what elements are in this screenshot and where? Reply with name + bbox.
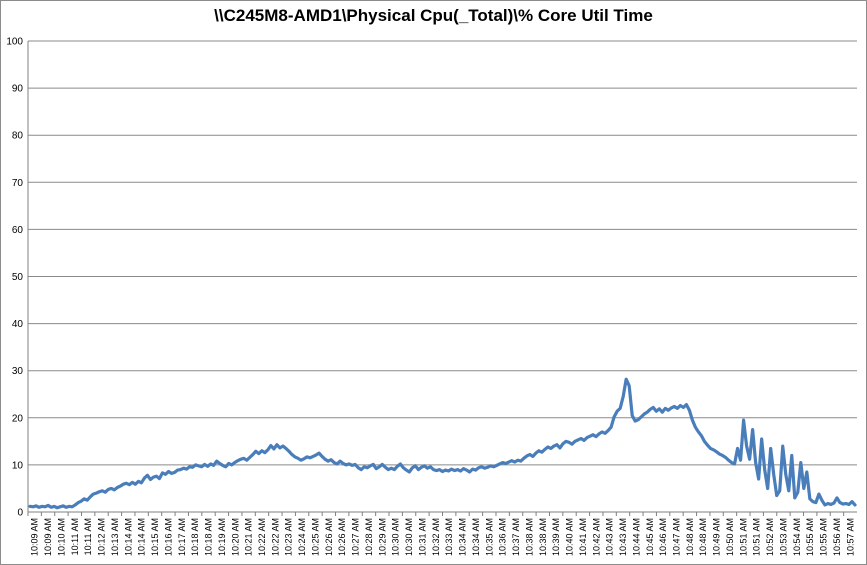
y-tick-label: 40 (12, 319, 24, 330)
x-tick-label: 10:34 AM (471, 518, 481, 556)
x-tick-label: 10:22 AM (257, 518, 267, 556)
y-tick-label: 30 (12, 366, 24, 377)
x-tick-label: 10:12 AM (97, 518, 107, 556)
x-tick-label: 10:45 AM (645, 518, 655, 556)
x-tick-label: 10:32 AM (431, 518, 441, 556)
x-tick-label: 10:52 AM (765, 518, 775, 556)
x-tick-label: 10:18 AM (190, 518, 200, 556)
x-tick-label: 10:26 AM (324, 518, 334, 556)
x-tick-label: 10:23 AM (284, 518, 294, 556)
y-tick-label: 60 (12, 225, 24, 236)
x-tick-label: 10:42 AM (591, 518, 601, 556)
y-axis-ticks: 0 10 20 30 40 50 60 70 80 90 100 (6, 37, 23, 519)
series-layer (28, 377, 857, 510)
x-tick-label: 10:50 AM (725, 518, 735, 556)
x-tick-label: 10:14 AM (137, 518, 147, 556)
x-tick-label: 10:51 AM (738, 518, 748, 556)
x-tick-label: 10:56 AM (832, 518, 842, 556)
x-tick-label: 10:20 AM (230, 518, 240, 556)
y-tick-label: 80 (12, 131, 24, 142)
x-tick-label: 10:53 AM (778, 518, 788, 556)
x-tick-label: 10:43 AM (618, 518, 628, 556)
y-tick-label: 70 (12, 178, 24, 189)
x-tick-label: 10:16 AM (163, 518, 173, 556)
y-tick-label: 0 (17, 508, 23, 519)
x-tick-label: 10:55 AM (805, 518, 815, 556)
x-tick-label: 10:18 AM (204, 518, 214, 556)
x-tick-label: 10:09 AM (43, 518, 53, 556)
x-tick-label: 10:43 AM (605, 518, 615, 556)
x-tick-label: 10:40 AM (565, 518, 575, 556)
x-tick-label: 10:34 AM (458, 518, 468, 556)
x-tick-label: 10:33 AM (444, 518, 454, 556)
x-tick-label: 10:26 AM (337, 518, 347, 556)
x-tick-label: 10:15 AM (150, 518, 160, 556)
x-tick-label: 10:22 AM (270, 518, 280, 556)
x-tick-label: 10:55 AM (819, 518, 829, 556)
x-tick-label: 10:35 AM (484, 518, 494, 556)
x-tick-label: 10:17 AM (177, 518, 187, 556)
x-tick-label: 10:30 AM (391, 518, 401, 556)
gridlines (28, 40, 857, 466)
x-tick-label: 10:38 AM (524, 518, 534, 556)
x-tick-label: 10:31 AM (417, 518, 427, 556)
x-tick-label: 10:39 AM (551, 518, 561, 556)
x-tick-label: 10:11 AM (83, 518, 93, 555)
y-tick-label: 100 (6, 37, 23, 48)
x-tick-label: 10:36 AM (498, 518, 508, 556)
x-tick-label: 10:30 AM (404, 518, 414, 556)
x-tick-label: 10:57 AM (845, 518, 855, 556)
x-tick-label: 10:44 AM (631, 518, 641, 556)
x-axis-ticks: 10:09 AM 10:09 AM 10:10 AM 10:11 AM 10:11 AM… (30, 518, 856, 556)
x-tick-label: 10:49 AM (712, 518, 722, 556)
series-line-cpu-util (28, 377, 857, 510)
y-tick-label: 90 (12, 84, 24, 95)
x-tick-label: 10:37 AM (511, 518, 521, 556)
x-tick-label: 10:19 AM (217, 518, 227, 556)
x-tick-label: 10:27 AM (351, 518, 361, 556)
x-tick-label: 10:14 AM (123, 518, 133, 556)
x-tick-label: 10:48 AM (685, 518, 695, 556)
x-tick-label: 10:38 AM (538, 518, 548, 556)
y-tick-label: 20 (12, 413, 24, 424)
y-tick-label: 10 (12, 460, 24, 471)
x-tick-label: 10:48 AM (698, 518, 708, 556)
x-tick-label: 10:25 AM (310, 518, 320, 556)
axes (27, 41, 857, 516)
chart-title: \\C245M8-AMD1\Physical Cpu(_Total)\% Cor… (214, 6, 653, 25)
x-tick-label: 10:47 AM (671, 518, 681, 556)
x-tick-label: 10:51 AM (752, 518, 762, 556)
x-tick-label: 10:10 AM (56, 518, 66, 556)
x-tick-label: 10:24 AM (297, 518, 307, 556)
x-tick-label: 10:29 AM (377, 518, 387, 556)
y-tick-label: 50 (12, 272, 24, 283)
x-tick-label: 10:21 AM (244, 518, 254, 556)
x-tick-label: 10:41 AM (578, 518, 588, 556)
x-tick-label: 10:11 AM (70, 518, 80, 555)
x-tick-label: 10:54 AM (792, 518, 802, 556)
x-tick-label: 10:09 AM (30, 518, 40, 556)
x-tick-label: 10:28 AM (364, 518, 374, 556)
x-tick-label: 10:13 AM (110, 518, 120, 556)
x-tick-label: 10:46 AM (658, 518, 668, 556)
